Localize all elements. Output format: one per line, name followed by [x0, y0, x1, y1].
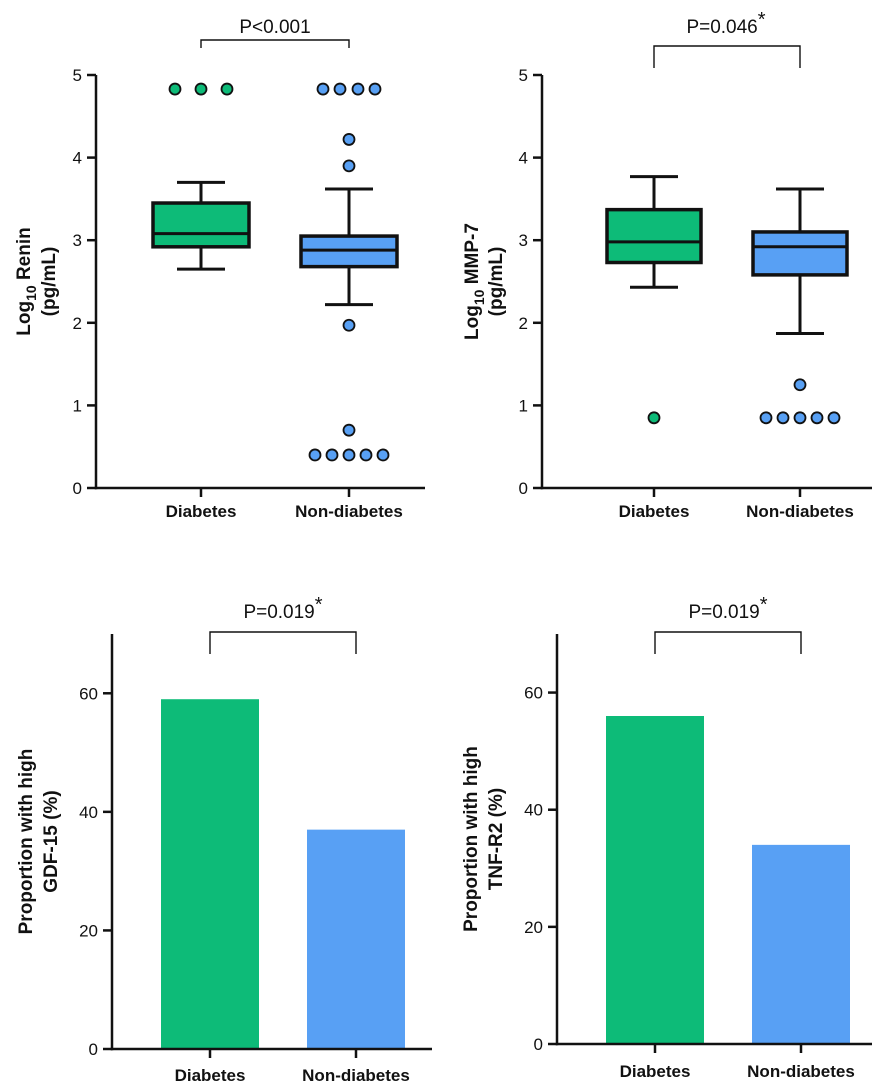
p-value-text: P=0.019: [243, 602, 314, 623]
x-category-label-non-diabetes: Non-diabetes: [746, 502, 854, 521]
y-axis-label-units: (pg/mL): [39, 247, 60, 317]
y-tick-label: 3: [519, 231, 528, 250]
y-axis-label-subscript: 10: [471, 289, 487, 305]
y-axis-label-log: Log: [14, 301, 35, 336]
bar-non-diabetes: [307, 829, 405, 1049]
bar-diabetes: [161, 699, 259, 1049]
y-tick-label: 4: [519, 149, 528, 168]
significance-bracket: [200, 39, 350, 48]
outlier-point: [342, 423, 356, 437]
x-category-label-non-diabetes: Non-diabetes: [295, 502, 403, 521]
y-tick-label: 4: [73, 149, 82, 168]
p-value-text: P<0.001: [239, 17, 310, 38]
y-tick-label: 0: [73, 479, 82, 498]
outlier-point: [368, 82, 382, 96]
outlier-point: [333, 82, 347, 96]
bar-diabetes: [606, 716, 704, 1044]
significance-bracket: [654, 631, 802, 654]
y-axis-label-units: GDF-15 (%): [41, 790, 62, 892]
y-axis-label-subscript: 10: [23, 285, 39, 301]
significance-star: *: [758, 9, 766, 31]
outlier-point: [342, 318, 356, 332]
x-category-label-diabetes: Diabetes: [619, 502, 690, 521]
y-tick-label: 0: [89, 1040, 98, 1059]
outlier-point: [776, 411, 790, 425]
outlier-point: [793, 411, 807, 425]
y-tick-label: 40: [79, 803, 98, 822]
y-axis-label: Proportion with high: [461, 746, 482, 932]
box-non-diabetes: [751, 187, 849, 425]
y-tick-label: 1: [519, 396, 528, 415]
y-axis-label-name: Renin: [14, 227, 35, 285]
outlier-point: [342, 133, 356, 146]
outlier-point: [793, 378, 807, 392]
x-category-label-non-diabetes: Non-diabetes: [747, 1062, 855, 1081]
y-axis-label: Proportion with high: [16, 749, 37, 935]
x-category-label-diabetes: Diabetes: [166, 502, 237, 521]
y-axis-label: Log10 MMP-7: [462, 223, 487, 340]
p-value-annotation: P<0.001: [239, 17, 310, 38]
y-tick-label: 0: [519, 479, 528, 498]
outlier-point: [342, 159, 356, 173]
significance-bracket: [653, 45, 801, 68]
outlier-point: [359, 448, 373, 462]
chart-panel-tnfr2: Proportion with high TNF-R2 (%) 0 20 40 60 Dia…: [461, 594, 872, 1081]
y-axis-label-units: TNF-R2 (%): [486, 788, 507, 890]
p-value-text: P=0.019: [688, 602, 759, 623]
outlier-point: [308, 448, 322, 462]
outlier-point: [220, 82, 234, 96]
box-diabetes: [151, 82, 251, 271]
outlier-point: [647, 411, 661, 425]
bar-non-diabetes: [752, 844, 850, 1044]
outlier-point: [316, 82, 330, 96]
outlier-point: [810, 411, 824, 425]
y-tick-label: 2: [519, 314, 528, 333]
outlier-point: [759, 411, 773, 425]
x-category-label-diabetes: Diabetes: [175, 1066, 246, 1085]
y-tick-label: 1: [73, 396, 82, 415]
box-iqr: [751, 230, 849, 277]
chart-panel-mmp7: Log10 MMP-7 (pg/mL) 0 1 2 3 4 5 Diabetes Non-diab…: [462, 9, 872, 521]
x-category-label-non-diabetes: Non-diabetes: [302, 1066, 410, 1085]
box-diabetes: [605, 175, 703, 425]
chart-panel-renin: Log10 Renin (pg/mL) 0 1 2 3 4 5 Diabetes Non-diab…: [14, 17, 425, 521]
outlier-point: [194, 82, 208, 96]
y-axis-label-name: MMP-7: [462, 223, 483, 290]
significance-star: *: [315, 594, 323, 616]
outlier-point: [351, 82, 365, 96]
y-tick-label: 60: [79, 684, 98, 703]
p-value-annotation: P=0.019*: [688, 594, 767, 623]
significance-star: *: [760, 594, 768, 616]
y-tick-label: 2: [73, 314, 82, 333]
y-tick-label: 5: [519, 66, 528, 85]
p-value-annotation: P=0.046*: [686, 9, 765, 38]
outlier-point: [342, 448, 356, 462]
box-non-diabetes: [299, 82, 399, 462]
y-axis-label: Log10 Renin: [14, 227, 39, 335]
p-value-text: P=0.046: [686, 17, 757, 38]
y-tick-label: 60: [524, 684, 543, 703]
y-axis-label-log: Log: [462, 305, 483, 340]
y-tick-label: 20: [524, 918, 543, 937]
significance-bracket: [209, 631, 357, 654]
box-iqr: [151, 201, 251, 249]
chart-panel-gdf15: Proportion with high GDF-15 (%) 0 20 40 60 Dia…: [16, 594, 432, 1085]
y-tick-label: 40: [524, 801, 543, 820]
outlier-point: [168, 82, 182, 96]
y-tick-label: 0: [534, 1035, 543, 1054]
outlier-point: [827, 411, 841, 425]
y-tick-label: 5: [73, 66, 82, 85]
y-axis-label-units: (pg/mL): [486, 247, 507, 317]
y-tick-label: 20: [79, 921, 98, 940]
x-category-label-diabetes: Diabetes: [620, 1062, 691, 1081]
outlier-point: [325, 448, 339, 462]
box-iqr: [605, 207, 703, 265]
y-tick-label: 3: [73, 231, 82, 250]
p-value-annotation: P=0.019*: [243, 594, 322, 623]
outlier-point: [376, 448, 390, 462]
